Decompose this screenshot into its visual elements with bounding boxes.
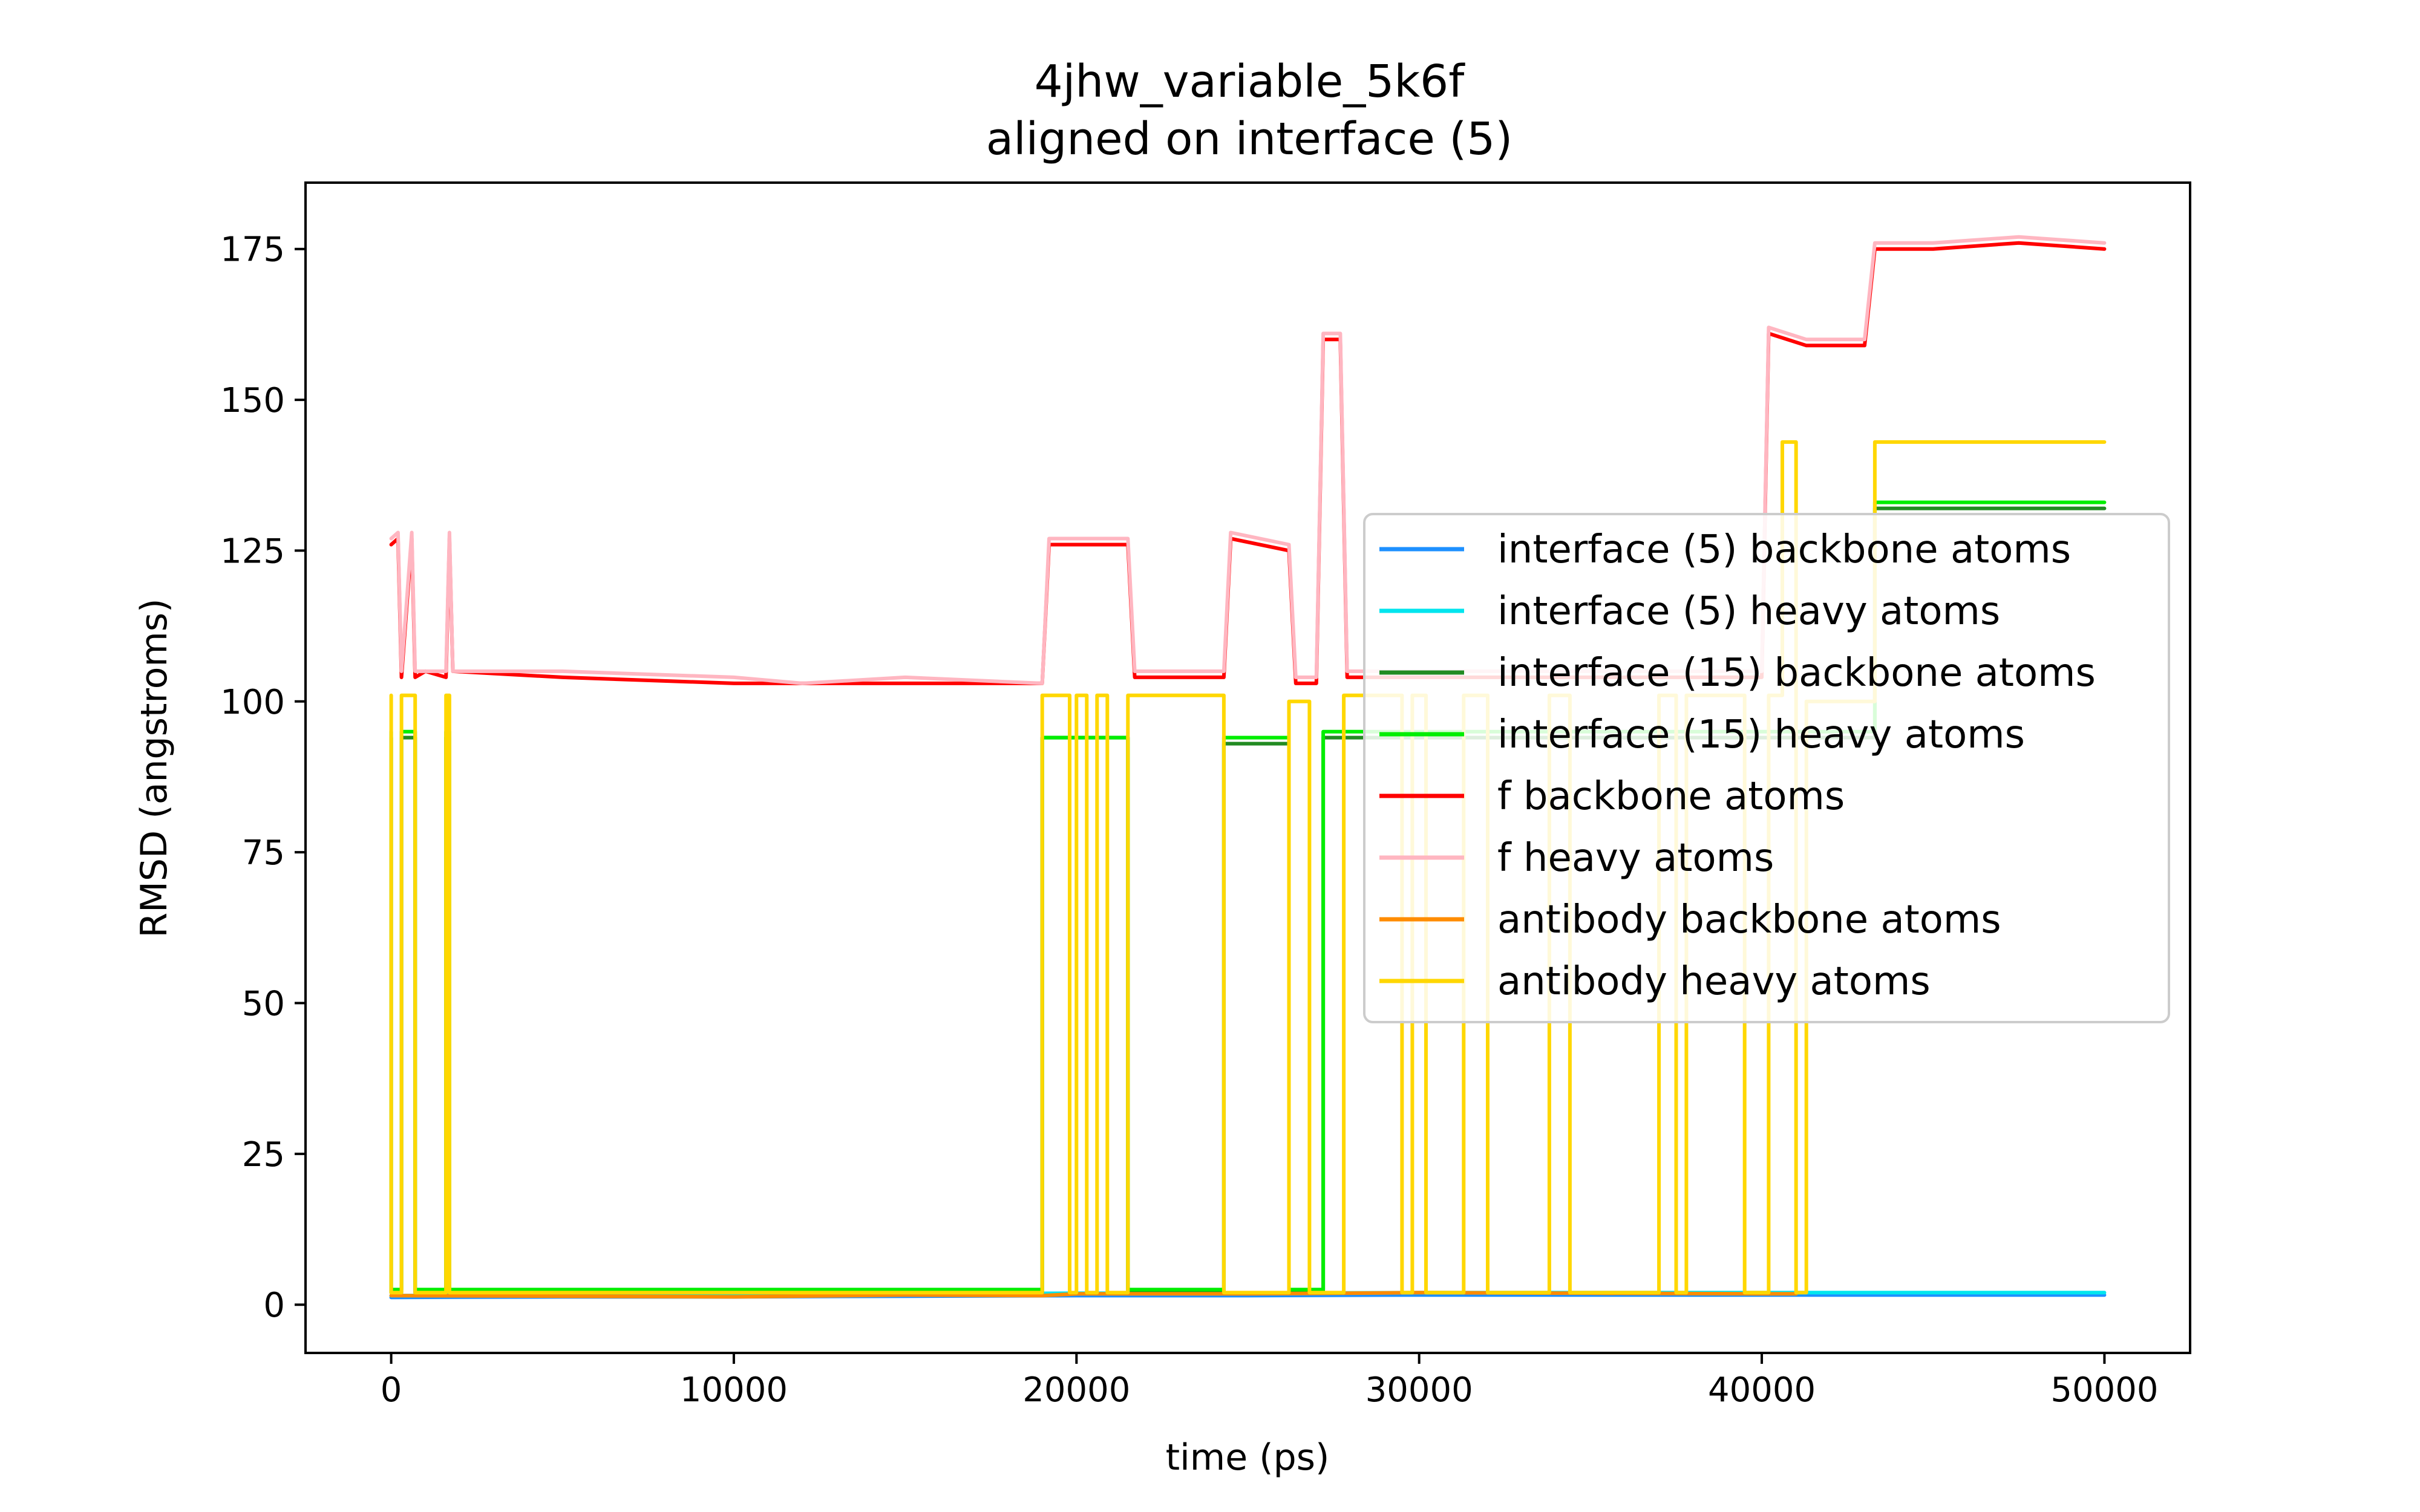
legend-items: interface (5) backbone atoms interface (5… — [1379, 527, 2096, 1004]
y-tick-label-7: 175 — [220, 230, 285, 270]
x-tick-label-4: 40000 — [1708, 1370, 1816, 1410]
legend-box — [1363, 513, 2170, 1023]
y-ticks: 0 25 50 75 100 125 150 175 — [220, 230, 306, 1325]
legend-label-6: antibody backbone atoms — [1497, 898, 2001, 942]
y-axis-label: RMSD (angstroms) — [133, 598, 175, 937]
series-line-5 — [389, 235, 2107, 685]
y-tick-label-5: 125 — [220, 532, 285, 571]
x-ticks: 0 10000 20000 30000 40000 50000 — [381, 1353, 2158, 1410]
y-tick-label-6: 150 — [220, 381, 285, 420]
legend-label-1: interface (5) heavy atoms — [1497, 589, 2000, 634]
legend-label-4: f backbone atoms — [1497, 774, 1845, 819]
legend-label-0: interface (5) backbone atoms — [1497, 527, 2071, 572]
x-tick-label-1: 10000 — [680, 1370, 788, 1410]
x-tick-label-3: 30000 — [1365, 1370, 1473, 1410]
x-axis-label: time (ps) — [1166, 1436, 1330, 1479]
plot-frame — [304, 181, 2191, 1354]
x-tick-label-2: 20000 — [1022, 1370, 1130, 1410]
legend-label-7: antibody heavy atoms — [1497, 959, 1931, 1004]
y-tick-label-1: 25 — [242, 1135, 285, 1175]
legend: interface (5) backbone atoms interface (5… — [1363, 513, 2170, 1023]
legend-label-2: interface (15) backbone atoms — [1497, 651, 2096, 696]
chart-title: 4jhw_variable_5k6f — [1035, 56, 1466, 108]
x-tick-label-0: 0 — [381, 1370, 402, 1410]
x-tick-label-5: 50000 — [2050, 1370, 2158, 1410]
series-layer — [389, 235, 2107, 1300]
y-tick-label-3: 75 — [242, 833, 285, 873]
chart-subtitle: aligned on interface (5) — [986, 113, 1512, 165]
y-tick-label-0: 0 — [263, 1286, 285, 1325]
y-tick-label-2: 50 — [242, 984, 285, 1023]
legend-label-3: interface (15) heavy atoms — [1497, 712, 2025, 757]
legend-label-5: f heavy atoms — [1497, 836, 1774, 881]
y-tick-label-4: 100 — [220, 683, 285, 722]
